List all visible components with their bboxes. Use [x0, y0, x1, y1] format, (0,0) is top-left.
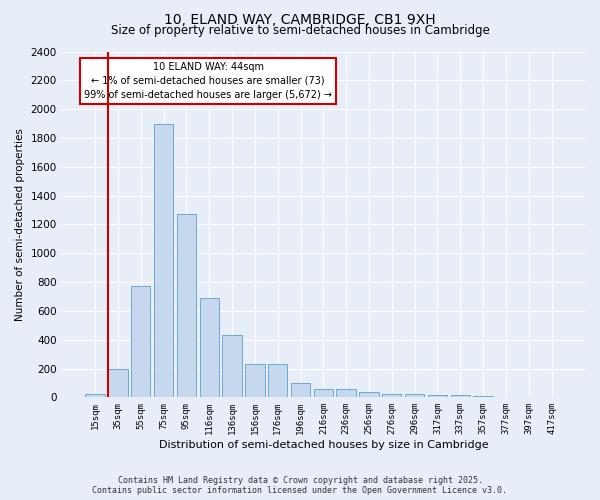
Text: 10, ELAND WAY, CAMBRIDGE, CB1 9XH: 10, ELAND WAY, CAMBRIDGE, CB1 9XH — [164, 12, 436, 26]
Bar — [154, 124, 173, 398]
Bar — [200, 298, 219, 398]
Bar — [382, 394, 401, 398]
Bar — [473, 396, 493, 398]
Y-axis label: Number of semi-detached properties: Number of semi-detached properties — [15, 128, 25, 321]
Bar — [314, 388, 333, 398]
Text: Contains HM Land Registry data © Crown copyright and database right 2025.
Contai: Contains HM Land Registry data © Crown c… — [92, 476, 508, 495]
Bar — [428, 395, 447, 398]
Bar — [451, 395, 470, 398]
Text: Size of property relative to semi-detached houses in Cambridge: Size of property relative to semi-detach… — [110, 24, 490, 37]
Bar — [337, 390, 356, 398]
Bar — [85, 394, 105, 398]
Bar — [359, 392, 379, 398]
Bar — [245, 364, 265, 398]
Bar — [223, 336, 242, 398]
Bar — [496, 396, 515, 398]
X-axis label: Distribution of semi-detached houses by size in Cambridge: Distribution of semi-detached houses by … — [158, 440, 488, 450]
Bar — [177, 214, 196, 398]
Bar — [291, 383, 310, 398]
Bar — [108, 368, 128, 398]
Text: 10 ELAND WAY: 44sqm
← 1% of semi-detached houses are smaller (73)
99% of semi-de: 10 ELAND WAY: 44sqm ← 1% of semi-detache… — [84, 62, 332, 100]
Bar — [131, 286, 151, 398]
Bar — [268, 364, 287, 398]
Bar — [405, 394, 424, 398]
